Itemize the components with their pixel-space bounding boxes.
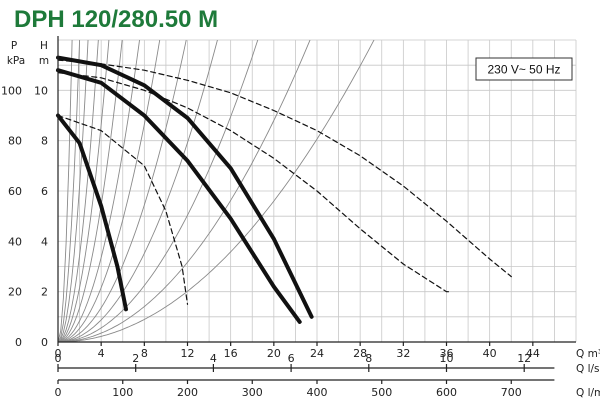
y2-tick-label: 80 [8, 135, 22, 148]
x3-tick-label: 600 [436, 386, 457, 399]
x3-tick-label: 400 [307, 386, 328, 399]
x3-tick-label: 200 [177, 386, 198, 399]
pump-curves [56, 55, 512, 324]
y-tick-label: 4 [41, 235, 48, 248]
y2-axis-label: P [11, 40, 17, 52]
y2-tick-label: 100 [1, 84, 22, 97]
system-curves [58, 40, 375, 342]
system-curve [58, 40, 123, 342]
y2-tick-label: 40 [8, 235, 22, 248]
pump-curve-dashed [57, 72, 451, 293]
pump-curve-dashed [57, 59, 512, 278]
x2-tick-label: 8 [365, 352, 372, 365]
y-tick-label: 0 [41, 336, 48, 349]
x3-tick-label: 500 [371, 386, 392, 399]
x-tick-label: 28 [353, 347, 367, 360]
y-tick-label: 10 [34, 84, 48, 97]
pump-curve-solid [56, 55, 314, 319]
x3-tick-label: 300 [242, 386, 263, 399]
x2-tick-label: 2 [132, 352, 139, 365]
y2-tick-label: 20 [8, 286, 22, 299]
x-tick-label: 4 [98, 347, 105, 360]
x-tick-label: 20 [267, 347, 281, 360]
x2-tick-label: 4 [210, 352, 217, 365]
pump-curve-solid [56, 113, 128, 312]
system-curve [58, 40, 89, 342]
y-tick-label: 8 [41, 135, 48, 148]
x2-tick-label: 0 [55, 352, 62, 365]
system-curve [58, 40, 161, 342]
x2-tick-label: 10 [440, 352, 454, 365]
y-tick-label: 6 [41, 185, 48, 198]
y-axis-unit: m [39, 55, 49, 67]
x2-axis-label: Q l/s [576, 363, 600, 375]
y-tick-label: 2 [41, 286, 48, 299]
system-curve [58, 40, 110, 342]
pump-curve-solid [56, 68, 302, 324]
x-tick-label: 40 [483, 347, 497, 360]
system-curve [58, 40, 187, 342]
x2-tick-label: 12 [517, 352, 531, 365]
y2-axis-unit: kPa [7, 55, 25, 67]
system-curve [58, 40, 140, 342]
system-curve [58, 40, 99, 342]
x-tick-label: 12 [181, 347, 195, 360]
system-curve [58, 40, 311, 342]
y-axis-label: H [40, 40, 48, 52]
pump-curve-dashed [57, 114, 189, 305]
x2-tick-label: 6 [288, 352, 295, 365]
chart-title: DPH 120/280.50 M [14, 6, 218, 33]
x3-axis-label: Q l/min [576, 387, 600, 399]
x-tick-label: 8 [141, 347, 148, 360]
y2-tick-label: 60 [8, 185, 22, 198]
x-tick-label: 32 [396, 347, 410, 360]
supply-legend: 230 V~ 50 Hz [475, 57, 573, 81]
grid-lines [58, 39, 577, 342]
x3-tick-label: 100 [112, 386, 133, 399]
x-tick-label: 16 [224, 347, 238, 360]
x-tick-label: 24 [310, 347, 324, 360]
x3-tick-label: 0 [55, 386, 62, 399]
y2-tick-label: 0 [15, 336, 22, 349]
system-curve [58, 40, 375, 342]
supply-legend-text: 230 V~ 50 Hz [487, 63, 560, 77]
x-tick-label: 36 [440, 347, 454, 360]
x-tick-label: 0 [55, 347, 62, 360]
x3-tick-label: 700 [501, 386, 522, 399]
system-curve [58, 40, 73, 342]
x-tick-label: 44 [526, 347, 540, 360]
supply-legend-box [475, 57, 573, 81]
x-axis-label: Q m³/h [576, 348, 600, 360]
system-curve [58, 40, 259, 342]
